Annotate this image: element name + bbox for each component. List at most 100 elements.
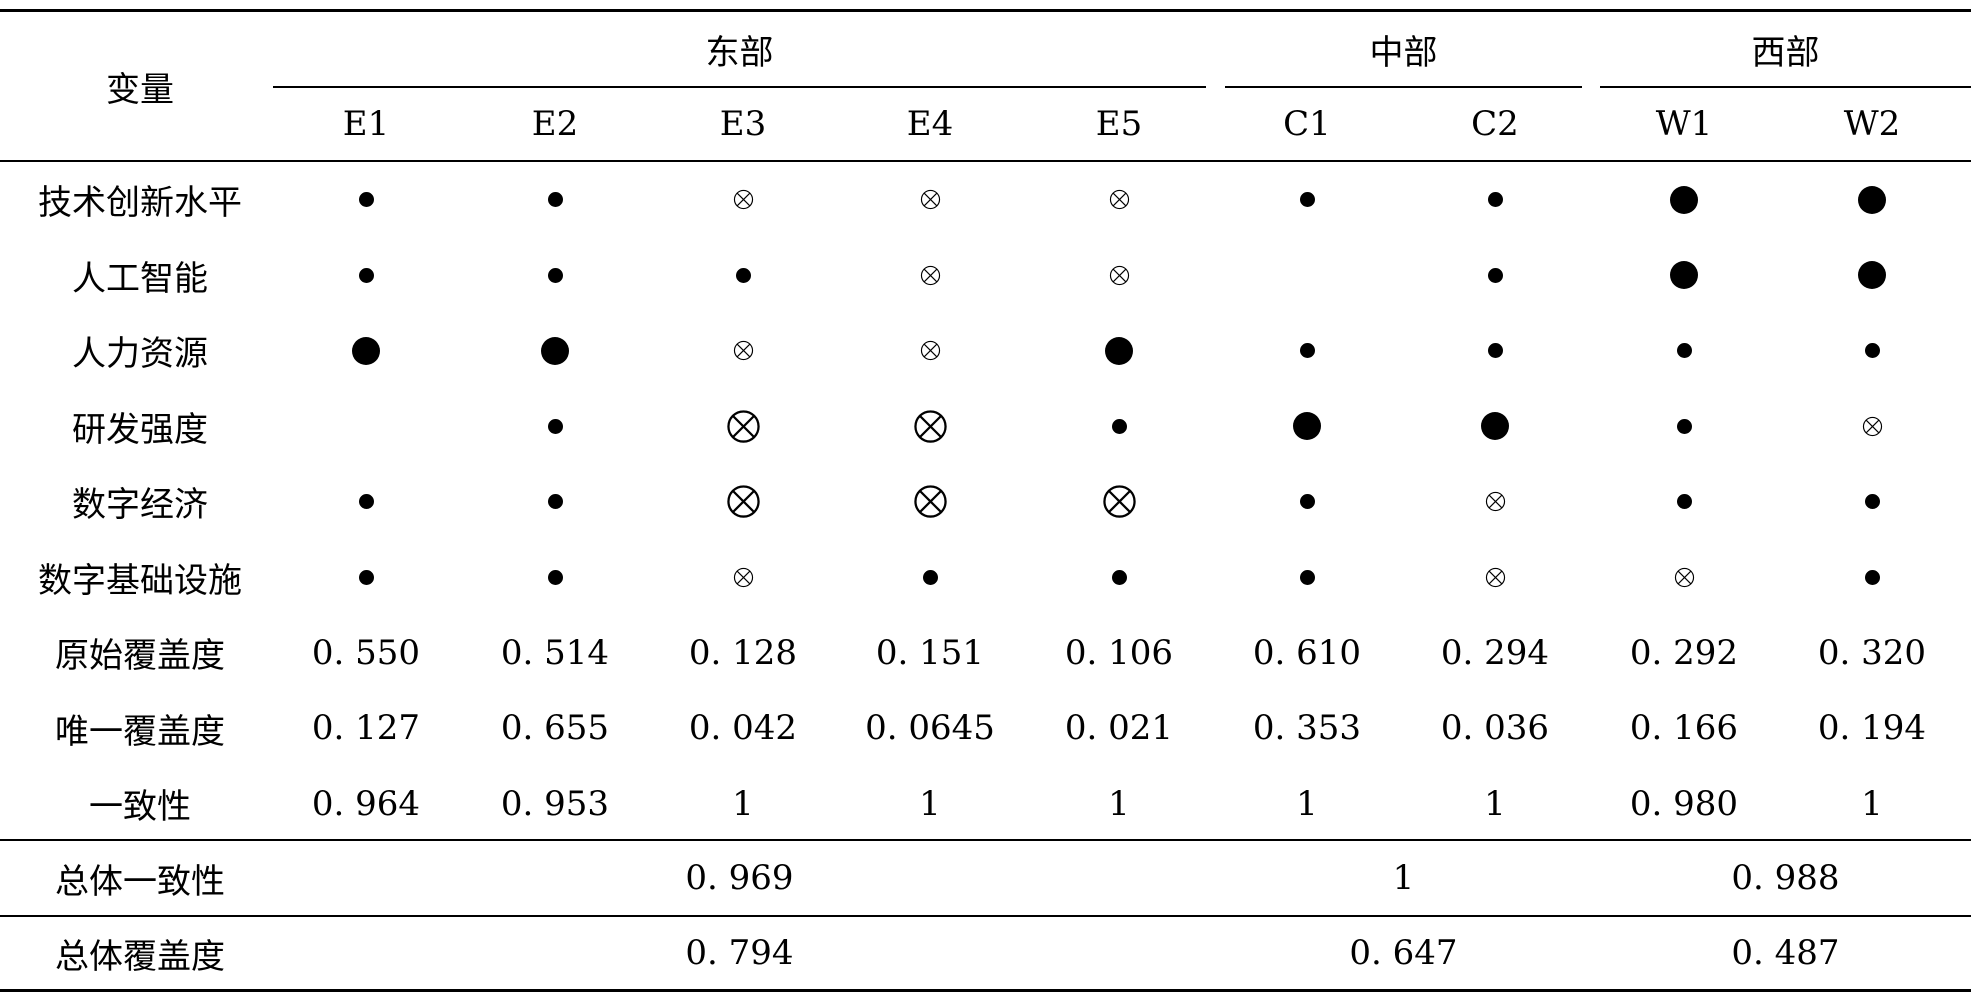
condition-cell [1594,540,1774,616]
row-label: 人工智能 [72,258,208,299]
peripheral-absent-icon [920,340,941,361]
peripheral-present-icon [1299,569,1315,585]
condition-cell [653,464,833,540]
condition-cell [1782,389,1962,465]
peripheral-present-icon [1299,494,1315,510]
condition-cell [276,389,456,465]
group-rule-west [1600,86,1971,88]
core-present-icon [1105,336,1133,365]
condition-cell [840,162,1020,238]
peripheral-absent-icon [733,567,754,588]
core-absent-icon [913,484,948,519]
peripheral-absent-icon [1485,567,1506,588]
peripheral-present-icon [358,569,374,585]
peripheral-present-icon [547,569,563,585]
condition-cell [1594,238,1774,314]
condition-cell [1217,389,1397,465]
value-cell: 0. 0645 [865,708,995,749]
condition-cell [1594,464,1774,540]
group-header-central: 中部 [1369,32,1438,73]
peripheral-absent-icon [733,189,754,210]
core-present-icon [1858,261,1886,290]
condition-cell [1217,540,1397,616]
condition-cell [1594,162,1774,238]
column-header-e3: E3 [719,104,767,144]
core-absent-icon [913,409,948,444]
peripheral-absent-icon [733,340,754,361]
summary-value: 0. 487 [1731,933,1840,973]
summary-value: 0. 794 [685,933,794,973]
condition-cell [276,162,456,238]
row-label: 研发强度 [72,409,208,450]
value-cell: 1 [732,783,754,824]
core-absent-icon [1102,484,1137,519]
top-rule [0,9,1971,12]
core-present-icon [1670,185,1698,214]
condition-cell [276,313,456,389]
condition-cell [653,540,833,616]
value-cell: 1 [1108,783,1130,824]
column-header-e5: E5 [1095,104,1143,144]
row-label: 人力资源 [72,334,208,375]
core-present-icon [541,336,569,365]
core-present-icon [352,336,380,365]
peripheral-absent-icon [1109,189,1130,210]
summary-value: 0. 988 [1731,858,1840,898]
group-rule-east [273,86,1206,88]
column-header-w2: W2 [1843,104,1901,144]
condition-cell [1405,313,1585,389]
peripheral-present-icon [922,569,938,585]
peripheral-present-icon [1487,343,1503,359]
peripheral-present-icon [1111,418,1127,434]
condition-cell [1782,313,1962,389]
core-present-icon [1293,412,1321,441]
value-cell: 0. 036 [1440,708,1550,749]
core-absent-icon [726,484,761,519]
summary-value: 0. 647 [1349,933,1458,973]
row-label: 一致性 [89,787,191,828]
condition-cell [465,389,645,465]
peripheral-present-icon [1676,343,1692,359]
condition-cell [840,464,1020,540]
peripheral-present-icon [1299,192,1315,208]
value-cell: 1 [1861,783,1883,824]
value-cell: 0. 127 [311,708,421,749]
condition-cell [1594,389,1774,465]
value-cell: 0. 194 [1817,708,1927,749]
bottom-rule [0,989,1971,992]
value-cell: 0. 292 [1629,632,1739,673]
peripheral-absent-icon [1674,567,1695,588]
value-cell: 0. 550 [311,632,421,673]
peripheral-present-icon [1487,192,1503,208]
peripheral-absent-icon [920,265,941,286]
column-header-c2: C2 [1471,104,1519,144]
condition-cell [653,238,833,314]
peripheral-present-icon [1864,343,1880,359]
value-cell: 0. 042 [688,708,798,749]
value-cell: 1 [1484,783,1506,824]
group-rule-central [1225,86,1582,88]
group-header-east: 东部 [705,32,774,73]
peripheral-present-icon [1487,267,1503,283]
row-label: 技术创新水平 [38,183,242,224]
row-label: 数字基础设施 [38,560,242,601]
peripheral-present-icon [1111,569,1127,585]
condition-cell [1782,464,1962,540]
summary-label: 总体一致性 [55,861,225,902]
condition-cell [840,238,1020,314]
peripheral-absent-icon [1109,265,1130,286]
condition-cell [1029,389,1209,465]
condition-cell [465,238,645,314]
row-label: 数字经济 [72,485,208,526]
condition-cell [840,389,1020,465]
condition-cell [465,540,645,616]
value-cell: 0. 980 [1629,783,1739,824]
condition-cell [1782,162,1962,238]
value-cell: 1 [1296,783,1318,824]
peripheral-present-icon [1864,569,1880,585]
peripheral-absent-icon [1862,416,1883,437]
value-cell: 0. 514 [500,632,610,673]
condition-cell [276,540,456,616]
column-header-c1: C1 [1283,104,1331,144]
peripheral-present-icon [735,267,751,283]
